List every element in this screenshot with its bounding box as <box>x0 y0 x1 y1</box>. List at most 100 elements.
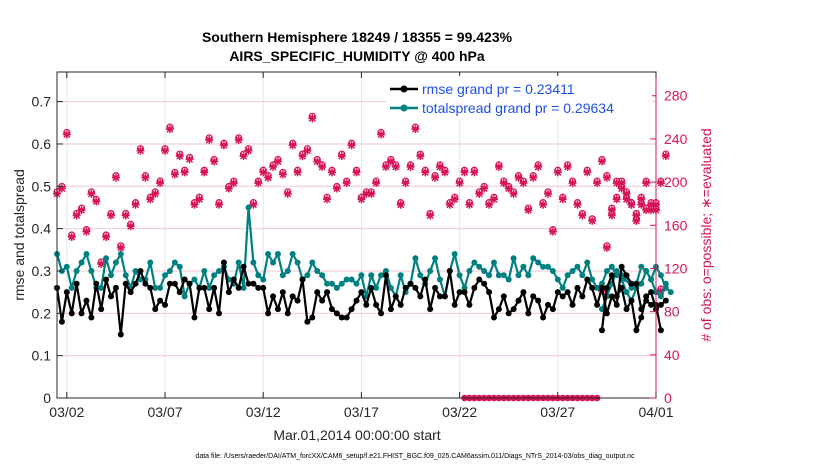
obs-evaluated-marker <box>451 195 459 203</box>
obs-evaluated-marker <box>210 157 218 166</box>
totalspread-point <box>643 267 650 274</box>
obs-evaluated-marker <box>456 179 464 187</box>
totalspread-point <box>515 272 522 279</box>
totalspread-point <box>78 259 85 266</box>
obs-evaluated-marker <box>588 217 596 225</box>
obs-count-point <box>175 150 184 161</box>
rmse-point <box>157 297 164 304</box>
obs-evaluated-marker <box>377 130 385 139</box>
y-tick-label-right: 120 <box>664 260 688 276</box>
obs-evaluated-marker <box>657 179 665 187</box>
rmse-point <box>333 310 340 317</box>
totalspread-point <box>83 251 90 258</box>
obs-evaluated-marker <box>603 174 611 182</box>
totalspread-point <box>456 272 463 279</box>
obs-evaluated-marker <box>161 147 169 155</box>
totalspread-point <box>505 276 512 283</box>
totalspread-point <box>471 259 478 266</box>
totalspread-point <box>486 272 493 279</box>
obs-count-point <box>578 209 587 220</box>
obs-evaluated-marker <box>382 163 390 171</box>
rmse-point <box>201 284 208 291</box>
totalspread-point <box>510 255 517 262</box>
obs-evaluated-marker <box>294 168 302 176</box>
obs-evaluated-marker <box>411 125 419 133</box>
rmse-point <box>589 284 596 291</box>
rmse-point <box>225 289 232 296</box>
totalspread-point <box>319 272 326 279</box>
rmse-point <box>270 293 277 300</box>
obs-count-point <box>239 150 248 161</box>
obs-evaluated-marker <box>465 201 473 209</box>
rmse-point <box>108 293 115 300</box>
rmse-point <box>382 272 389 279</box>
obs-evaluated-marker <box>112 174 120 182</box>
chart-title-line1: Southern Hemisphere 18249 / 18355 = 99.4… <box>202 29 513 45</box>
obs-evaluated-marker <box>637 195 645 203</box>
x-tick-label: 04/01 <box>638 404 673 420</box>
obs-evaluated-marker <box>500 179 508 187</box>
totalspread-point <box>554 276 561 283</box>
totalspread-point <box>112 259 119 266</box>
x-tick-label: 03/22 <box>442 404 477 420</box>
totalspread-point <box>481 267 488 274</box>
obs-count-point <box>661 150 670 161</box>
totalspread-point <box>250 259 257 266</box>
totalspread-point <box>490 259 497 266</box>
obs-count-point <box>219 139 228 150</box>
rmse-point <box>328 306 335 313</box>
rmse-point <box>358 289 365 296</box>
totalspread-point <box>108 272 115 279</box>
rmse-point <box>378 310 385 317</box>
obs-count-point <box>107 209 116 220</box>
obs-count-point <box>318 161 327 171</box>
rmse-point <box>368 284 375 291</box>
rmse-point <box>525 310 532 317</box>
totalspread-point <box>279 272 286 279</box>
obs-count-point <box>470 166 479 177</box>
rmse-point <box>230 276 237 283</box>
obs-evaluated-marker <box>397 201 405 209</box>
rmse-point <box>628 297 635 304</box>
obs-evaluated-marker <box>254 179 262 187</box>
obs-evaluated-marker <box>352 168 361 176</box>
totalspread-point <box>235 259 242 266</box>
legend-spread-marker <box>400 104 408 112</box>
rmse-point <box>348 306 355 313</box>
y-tick-label-left: 0.2 <box>32 305 52 321</box>
rmse-point <box>500 293 507 300</box>
totalspread-point <box>348 276 355 283</box>
obs-count-point <box>92 195 101 206</box>
obs-evaluated-marker <box>593 179 601 187</box>
rmse-point <box>598 327 605 334</box>
totalspread-point <box>68 284 75 291</box>
obs-evaluated-marker <box>475 190 483 198</box>
legend-rmse-label: rmse grand pr = 0.23411 <box>422 81 575 97</box>
totalspread-point <box>343 276 350 283</box>
obs-evaluated-marker <box>662 152 670 160</box>
totalspread-point <box>265 251 272 258</box>
rmse-point <box>633 327 640 334</box>
rmse-point <box>544 301 551 308</box>
obs-count-point <box>597 155 606 166</box>
rmse-series <box>54 259 669 338</box>
obs-evaluated-marker <box>323 195 331 203</box>
obs-evaluated-marker <box>519 179 527 187</box>
rmse-point <box>324 289 331 296</box>
obs-count-point <box>77 204 86 215</box>
obs-count-point <box>509 188 518 198</box>
rmse-point <box>162 301 169 308</box>
rmse-point <box>657 301 664 308</box>
obs-count-point <box>269 161 278 171</box>
rmse-point <box>623 272 630 279</box>
totalspread-point <box>540 263 547 270</box>
obs-evaluated-marker <box>539 201 547 209</box>
obs-evaluated-marker <box>554 168 562 176</box>
totalspread-point <box>378 272 385 279</box>
obs-count-point <box>485 199 494 209</box>
obs-evaluated-marker <box>514 174 523 182</box>
rmse-point <box>142 280 149 287</box>
rmse-point <box>549 306 556 313</box>
rmse-point <box>294 297 301 304</box>
